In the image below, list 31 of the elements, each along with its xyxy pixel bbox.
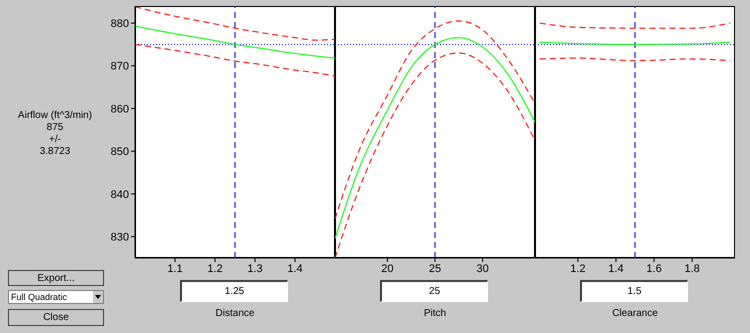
value-field: 1.25 <box>180 280 288 302</box>
text: 875 <box>46 122 64 134</box>
x-tick-label: 1.4 <box>287 262 303 275</box>
x-tick-label: 30 <box>476 262 489 275</box>
value-field: 25 <box>380 280 488 302</box>
x-tick-label: 1.1 <box>167 262 183 275</box>
x-tick-label: 1.6 <box>646 262 662 275</box>
y-tick-label: 870 <box>110 60 129 73</box>
text: 3.8723 <box>38 146 72 158</box>
line-series <box>135 6 335 41</box>
x-tick-label: 1.8 <box>684 262 700 275</box>
x-axis-title: Pitch <box>422 308 448 319</box>
x-tick-label: 1.4 <box>608 262 624 275</box>
y-tick-label: 840 <box>110 188 129 201</box>
y-tick-label: 850 <box>110 146 129 158</box>
x-tick-label: 1.2 <box>570 262 586 275</box>
x-tick-label: 1.3 <box>247 262 263 275</box>
y-tick-label: 880 <box>110 18 129 30</box>
y-axis-title: Airflow (ft^3/min) <box>16 110 94 122</box>
x-tick-label: 1.2 <box>207 262 223 275</box>
x-axis-title: Clearance <box>611 308 659 319</box>
value-field: 1.5 <box>580 280 688 302</box>
close-button: Close <box>8 309 104 326</box>
x-axis-title: Distance <box>214 308 256 319</box>
model-dropdown: Full Quadratic <box>8 290 104 304</box>
x-tick-label: 20 <box>381 262 394 275</box>
x-tick-label: 25 <box>428 262 442 275</box>
y-tick-label: 860 <box>110 103 129 116</box>
text: +/- <box>48 134 62 146</box>
y-tick-label: 830 <box>110 232 129 244</box>
export-button: Export... <box>8 270 104 286</box>
